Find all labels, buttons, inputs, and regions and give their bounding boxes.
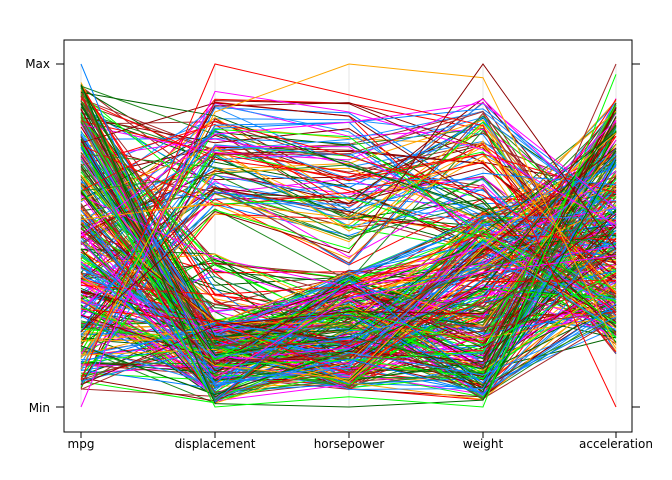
series-line: [80, 221, 617, 390]
series-line: [80, 281, 617, 364]
series-line: [80, 116, 617, 370]
series-line: [80, 123, 617, 391]
series-line: [80, 147, 617, 353]
series-line: [80, 103, 617, 307]
series-line: [80, 132, 617, 380]
series-line: [80, 241, 617, 384]
series-line: [80, 97, 617, 265]
series-line: [80, 284, 617, 382]
highlighted-series-line: [80, 63, 617, 394]
series-line: [80, 153, 617, 358]
x-tick-label-mpg: mpg: [68, 437, 95, 451]
highlighted-series-line: [80, 90, 617, 408]
series-line: [80, 104, 617, 366]
x-tick-label-weight: weight: [463, 437, 504, 451]
series-line: [80, 116, 617, 364]
series-line: [80, 147, 617, 384]
series-line: [80, 135, 617, 403]
series-line: [80, 146, 617, 232]
series-line: [80, 259, 617, 378]
series-line: [80, 203, 617, 393]
series-line: [80, 121, 617, 378]
y-tick-label-max: Max: [25, 57, 50, 71]
series-line: [80, 120, 617, 288]
series-line: [80, 91, 617, 404]
x-tick-label-acceleration: acceleration: [579, 437, 653, 451]
series-line: [80, 262, 617, 357]
series-line: [80, 167, 617, 341]
series-lines: [80, 63, 617, 408]
highlighted-series-line: [80, 84, 617, 408]
y-tick-label-min: Min: [29, 401, 50, 415]
highlighted-series-line: [80, 74, 617, 408]
series-line: [80, 173, 617, 311]
x-tick-label-horsepower: horsepower: [314, 437, 385, 451]
series-line: [80, 241, 617, 380]
series-line: [80, 117, 617, 347]
series-line: [80, 128, 617, 352]
series-line: [80, 85, 617, 338]
series-line: [80, 86, 617, 401]
series-line: [80, 102, 617, 236]
series-line: [80, 223, 617, 374]
series-line: [80, 144, 617, 295]
series-line: [80, 146, 617, 294]
series-line: [80, 111, 617, 299]
series-line: [80, 172, 617, 312]
highlighted-series-line: [80, 63, 617, 332]
x-tick-label-displacement: displacement: [175, 437, 256, 451]
series-line: [80, 124, 617, 396]
highlighted-series-line: [80, 63, 617, 367]
axis-ticks: [56, 63, 640, 438]
series-line: [80, 213, 617, 386]
series-line: [80, 189, 617, 361]
series-line: [80, 272, 617, 328]
series-line: [80, 152, 617, 386]
highlighted-series-line: [80, 63, 617, 370]
series-line: [80, 140, 617, 366]
series-line: [80, 111, 617, 228]
highlighted-series-line: [80, 63, 617, 408]
series-line: [80, 115, 617, 237]
series-line: [80, 154, 617, 319]
series-line: [80, 169, 617, 349]
series-line: [80, 166, 617, 346]
series-line: [80, 146, 617, 284]
series-line: [80, 145, 617, 315]
series-line: [80, 85, 617, 347]
series-line: [80, 112, 617, 336]
series-line: [80, 204, 617, 382]
panel-border: [63, 39, 633, 433]
